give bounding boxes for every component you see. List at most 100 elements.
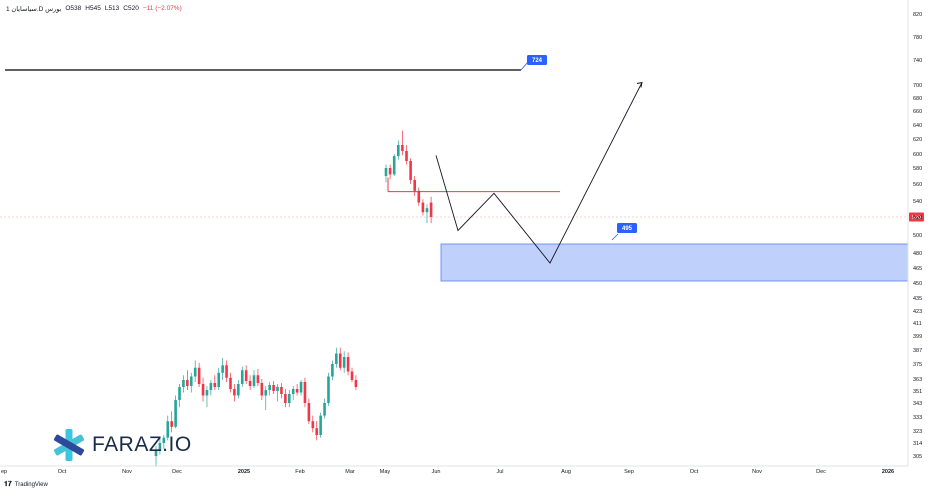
candle[interactable] [392,154,396,176]
time-tick-label: Feb [295,469,304,475]
projection-path[interactable] [435,82,643,264]
candle[interactable] [331,360,334,381]
candle-body [397,145,400,157]
candle[interactable] [417,187,421,206]
price-tick-label: 423 [913,309,922,315]
candle[interactable] [162,435,166,449]
time-tick-label: May [380,469,391,475]
candle[interactable] [237,380,240,399]
candle[interactable] [280,383,283,399]
candle[interactable] [401,130,404,156]
candle[interactable] [319,412,322,438]
candle[interactable] [260,379,264,400]
candle[interactable] [178,384,181,408]
candle-body [174,400,177,427]
candle[interactable] [193,360,197,383]
candle[interactable] [342,351,346,373]
candle-body [409,161,412,180]
candle[interactable] [291,386,295,400]
candle[interactable] [174,395,177,429]
candle[interactable] [405,145,408,165]
candle[interactable] [311,415,315,433]
candle[interactable] [307,398,311,425]
candle-body [276,387,279,391]
candle[interactable] [421,199,425,216]
time-tick-label: Jul [496,469,503,475]
candle-body [229,377,232,389]
candle[interactable] [284,389,287,408]
candle[interactable] [154,445,158,467]
candle[interactable] [201,377,205,402]
candle-body [256,375,260,383]
candle[interactable] [384,164,388,183]
candle[interactable] [229,372,232,393]
candle[interactable] [256,369,260,386]
candle[interactable] [409,158,412,184]
candle[interactable] [209,380,213,396]
candle[interactable] [170,411,173,433]
candle[interactable] [276,384,279,402]
candle[interactable] [425,204,429,224]
candle[interactable] [413,176,416,196]
candle-body [189,376,193,386]
tradingview-logo[interactable]: 𝟏𝟕 TradingView [4,481,48,489]
candle[interactable] [335,347,338,368]
time-tick-label: Oct [58,469,67,475]
candle[interactable] [182,375,185,393]
candle[interactable] [295,384,299,396]
candle[interactable] [299,380,303,396]
time-tick-label: Oct [690,469,699,475]
candle[interactable] [350,367,354,382]
price-tick-label: 680 [913,96,922,102]
candle[interactable] [388,164,392,180]
candle[interactable] [287,390,291,408]
time-tick-label: Mar [345,469,355,475]
candle[interactable] [248,375,252,390]
candle-body [205,390,209,396]
candle[interactable] [240,366,244,388]
price-label-724[interactable]: 724 [527,55,547,65]
candle-body [197,367,201,384]
candle-body [248,381,252,386]
legend-symbol[interactable]: 1 سیاسایان.D بورس [6,6,62,13]
time-tick-label: Aug [561,469,571,475]
candle-body [193,367,197,377]
price-tick-label: 343 [913,401,922,407]
candle[interactable] [327,372,330,406]
candle[interactable] [244,365,248,384]
candle[interactable] [213,375,217,390]
candle[interactable] [303,377,307,408]
candle[interactable] [217,367,221,390]
candle-body [319,415,322,435]
candle[interactable] [158,437,162,455]
candle-body [354,380,358,387]
candle[interactable] [272,381,275,394]
candle-body [307,403,311,422]
candle[interactable] [205,386,209,408]
candle[interactable] [197,362,201,387]
candle-body [178,387,181,400]
candle[interactable] [338,347,342,371]
candle[interactable] [346,352,350,376]
candle[interactable] [166,415,170,441]
candle[interactable] [252,370,256,388]
candle[interactable] [354,375,358,390]
candle[interactable] [429,196,433,224]
last-price-badge-bg [909,212,924,222]
candle[interactable] [189,372,193,393]
zone-label-495[interactable]: 495 [617,223,637,233]
candle[interactable] [397,140,400,160]
candle[interactable] [221,358,224,380]
candle[interactable] [225,360,228,383]
candle[interactable] [186,370,189,390]
demand-zone[interactable] [440,243,909,282]
candle[interactable] [323,398,326,419]
candle[interactable] [268,382,271,396]
candle-body [323,403,326,416]
candle[interactable] [264,386,268,410]
candle[interactable] [315,421,319,441]
candle-body [244,370,248,381]
candle[interactable] [233,384,236,402]
